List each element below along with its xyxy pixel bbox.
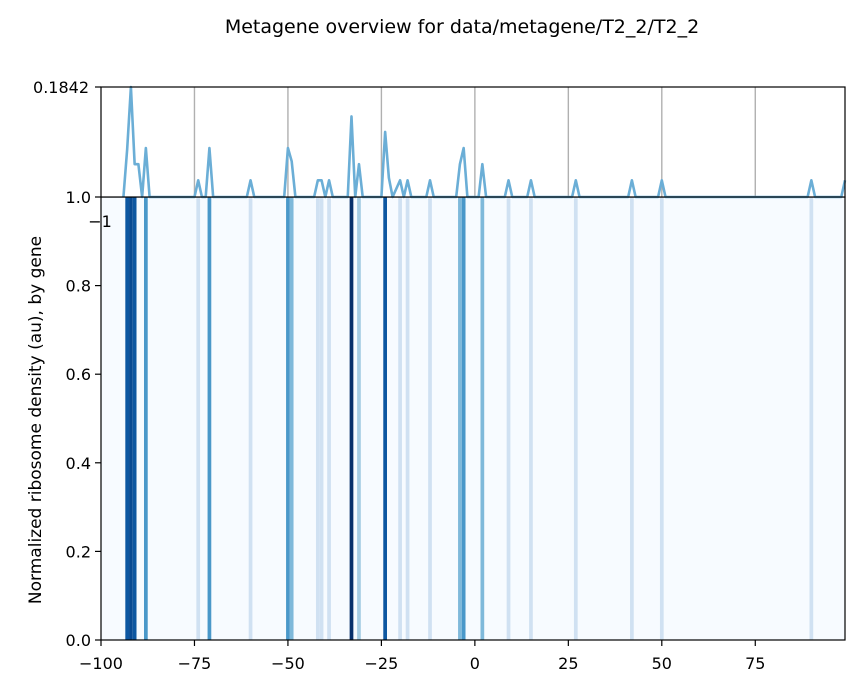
- xtick-label: 75: [745, 654, 765, 673]
- heatmap-panel: 0.00.20.40.60.81.0 −100 −75 −50 −25 0 25 50 75 …: [26, 188, 846, 673]
- heatmap-stripe: [196, 197, 201, 640]
- ytick-label: 0.6: [66, 365, 91, 384]
- heatmap-stripe: [398, 197, 402, 640]
- heatmap-stripe: [129, 197, 133, 640]
- heatmap-stripe: [480, 197, 485, 640]
- heatmap-stripe: [630, 197, 634, 640]
- heatmap-stripe: [125, 197, 130, 640]
- xtick-label: 0: [470, 654, 480, 673]
- xtick-label: −25: [365, 654, 399, 673]
- heatmap-stripe: [809, 197, 814, 640]
- ytick-label: 1.0: [66, 188, 91, 207]
- line-panel-frame: [100, 86, 846, 198]
- xtick-label: −100: [79, 654, 123, 673]
- top-ytick-label: 0.1842: [33, 78, 89, 97]
- metagene-line-panel: 0.1842 −1: [33, 78, 847, 231]
- ytick-label: 0.2: [66, 542, 91, 561]
- heatmap-stripe: [286, 197, 290, 640]
- ytick-label: 0.8: [66, 277, 91, 296]
- heatmap-stripe: [349, 197, 354, 640]
- y-axis-label: Normalized ribosome density (au), by gen…: [26, 236, 46, 604]
- heatmap-stripe: [529, 197, 533, 640]
- heatmap-stripe: [327, 197, 331, 640]
- heatmap-stripes: [125, 197, 814, 640]
- top-partial-xtick-label: −1: [88, 212, 112, 231]
- heatmap-stripe: [428, 197, 432, 640]
- heatmap-stripe: [144, 197, 148, 640]
- chart-title: Metagene overview for data/metagene/T2_2…: [225, 16, 699, 38]
- heatmap-stripe: [573, 197, 578, 640]
- heatmap-stripe: [458, 197, 462, 640]
- heatmap-stripe: [248, 197, 253, 640]
- y-ticks: 0.0 0.2 0.4 0.6 0.8 1.0: [66, 188, 101, 650]
- xtick-label: −50: [271, 654, 305, 673]
- xtick-label: 25: [558, 654, 578, 673]
- heatmap-stripe: [289, 197, 294, 640]
- x-ticks: −100 −75 −50 −25 0 25 50 75: [79, 640, 765, 673]
- line-panel-background: [101, 87, 845, 197]
- xtick-label: 50: [652, 654, 672, 673]
- heatmap-stripe: [506, 197, 511, 640]
- heatmap-stripe: [461, 197, 466, 640]
- ytick-label: 0.0: [66, 631, 91, 650]
- heatmap-stripe: [357, 197, 361, 640]
- ytick-label: 0.4: [66, 454, 91, 473]
- heatmap-stripe: [659, 197, 664, 640]
- heatmap-stripe: [132, 197, 137, 640]
- heatmap-stripe: [207, 197, 212, 640]
- heatmap-stripe: [319, 197, 324, 640]
- heatmap-stripe: [383, 197, 387, 640]
- xtick-label: −75: [178, 654, 212, 673]
- heatmap-stripe: [405, 197, 410, 640]
- heatmap-stripe: [315, 197, 320, 640]
- density-line: [122, 85, 847, 199]
- heatmap-background: [101, 197, 845, 640]
